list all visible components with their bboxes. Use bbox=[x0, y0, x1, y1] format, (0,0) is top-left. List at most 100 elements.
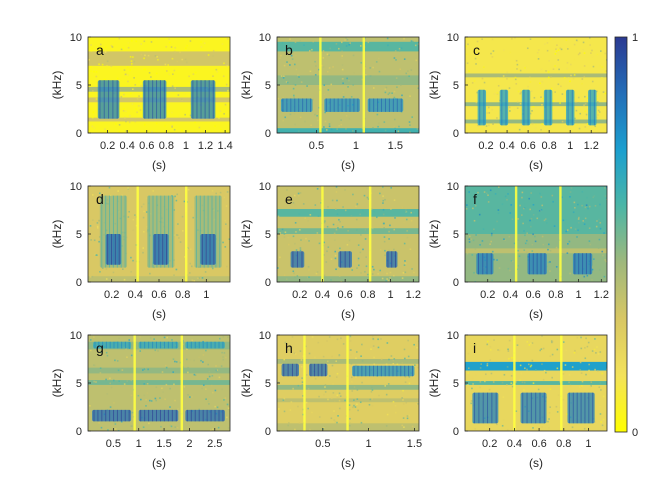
noise-speck bbox=[497, 84, 500, 87]
noise-speck bbox=[565, 230, 567, 233]
noise-speck bbox=[140, 398, 142, 401]
noise-speck bbox=[299, 229, 301, 231]
noise-speck bbox=[224, 246, 227, 248]
noise-speck bbox=[190, 206, 193, 208]
noise-speck bbox=[143, 383, 146, 385]
noise-speck bbox=[402, 399, 404, 401]
noise-speck bbox=[386, 272, 388, 275]
noise-speck bbox=[386, 413, 389, 416]
noise-speck bbox=[603, 187, 606, 189]
noise-speck bbox=[299, 249, 302, 252]
noise-speck bbox=[348, 43, 350, 46]
noise-speck bbox=[403, 242, 406, 245]
segment-boundary bbox=[514, 186, 518, 282]
noise-speck bbox=[130, 40, 133, 42]
noise-speck bbox=[394, 49, 397, 52]
noise-speck bbox=[521, 381, 524, 384]
noise-speck bbox=[596, 346, 598, 348]
noise-speck bbox=[485, 426, 487, 429]
noise-speck bbox=[551, 194, 554, 197]
noise-speck bbox=[510, 382, 513, 385]
noise-speck bbox=[317, 119, 319, 122]
noise-speck bbox=[98, 63, 100, 66]
noise-speck bbox=[282, 119, 284, 122]
noise-speck bbox=[477, 124, 479, 127]
noise-speck bbox=[547, 243, 550, 246]
x-tick-label: 1 bbox=[388, 289, 394, 301]
noise-speck bbox=[560, 254, 563, 256]
noise-speck bbox=[123, 93, 125, 96]
y-tick-label: 0 bbox=[76, 426, 82, 438]
noise-speck bbox=[555, 266, 558, 268]
noise-speck bbox=[165, 364, 167, 367]
noise-speck bbox=[224, 130, 227, 133]
noise-speck bbox=[400, 111, 403, 113]
noise-speck bbox=[349, 417, 351, 420]
noise-speck bbox=[576, 236, 578, 238]
noise-speck bbox=[104, 51, 107, 54]
noise-speck bbox=[537, 49, 540, 51]
noise-speck bbox=[294, 123, 296, 126]
noise-speck bbox=[596, 116, 598, 119]
noise-speck bbox=[212, 49, 215, 52]
noise-speck bbox=[212, 391, 214, 394]
noise-speck bbox=[348, 404, 351, 406]
noise-speck bbox=[333, 410, 335, 412]
noise-speck bbox=[198, 356, 200, 358]
frequency-band bbox=[88, 51, 230, 66]
noise-speck bbox=[294, 41, 297, 43]
frequency-band bbox=[465, 361, 607, 371]
noise-speck bbox=[122, 108, 125, 110]
noise-speck bbox=[293, 194, 296, 197]
noise-speck bbox=[392, 362, 395, 365]
noise-speck bbox=[564, 370, 566, 373]
noise-speck bbox=[534, 240, 537, 243]
noise-speck bbox=[154, 349, 157, 352]
noise-speck bbox=[356, 389, 359, 391]
noise-speck bbox=[120, 48, 123, 51]
noise-speck bbox=[292, 82, 295, 85]
noise-speck bbox=[336, 396, 339, 399]
noise-speck bbox=[182, 115, 184, 118]
noise-speck bbox=[324, 220, 326, 222]
noise-speck bbox=[473, 271, 475, 274]
noise-speck bbox=[135, 40, 138, 43]
noise-speck bbox=[324, 111, 326, 114]
noise-speck bbox=[93, 380, 95, 383]
noise-speck bbox=[551, 353, 554, 356]
noise-speck bbox=[515, 381, 517, 383]
noise-speck bbox=[581, 380, 584, 383]
noise-speck bbox=[487, 201, 490, 203]
noise-speck bbox=[499, 426, 502, 429]
noise-speck bbox=[530, 210, 533, 213]
noise-speck bbox=[323, 426, 325, 429]
noise-speck bbox=[351, 381, 353, 383]
noise-speck bbox=[104, 46, 107, 49]
noise-speck bbox=[170, 425, 173, 428]
noise-speck bbox=[96, 222, 99, 224]
call-syllable bbox=[190, 80, 216, 119]
call-syllable bbox=[520, 392, 547, 424]
noise-speck bbox=[466, 62, 469, 65]
noise-speck bbox=[552, 68, 555, 70]
noise-speck bbox=[147, 54, 150, 57]
noise-speck bbox=[161, 371, 164, 373]
noise-speck bbox=[308, 50, 311, 52]
noise-speck bbox=[282, 399, 285, 402]
noise-speck bbox=[529, 365, 532, 368]
noise-speck bbox=[94, 52, 97, 55]
noise-speck bbox=[353, 72, 355, 74]
noise-speck bbox=[328, 54, 330, 57]
noise-speck bbox=[110, 386, 113, 389]
noise-speck bbox=[369, 75, 372, 77]
noise-speck bbox=[529, 112, 532, 115]
noise-speck bbox=[155, 386, 158, 389]
noise-speck bbox=[517, 90, 520, 93]
noise-speck bbox=[393, 96, 396, 99]
noise-speck bbox=[208, 370, 211, 373]
noise-speck bbox=[512, 383, 514, 386]
noise-speck bbox=[156, 56, 158, 58]
noise-speck bbox=[174, 46, 177, 49]
